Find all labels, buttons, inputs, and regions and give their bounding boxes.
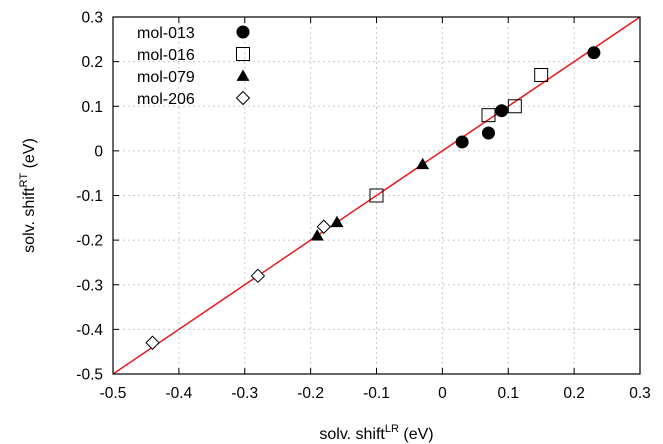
reference-line-group (112, 16, 641, 375)
y-tick-label: 0.2 (81, 54, 103, 71)
legend-label: mol-079 (137, 69, 195, 86)
y-tick-label: -0.4 (76, 322, 103, 339)
data-point (250, 268, 266, 284)
y-tick-label: -0.2 (76, 233, 103, 250)
data-points (145, 46, 601, 350)
data-point (330, 215, 344, 228)
axis-ticks: -0.5 -0.4 -0.3 -0.2 -0.1 0 0.1 0.2 0.3 -0.5 -0.4 -0… (76, 10, 651, 403)
y-tick-label: 0.1 (81, 99, 103, 116)
data-point (495, 104, 509, 118)
data-point (481, 126, 495, 140)
series-mol-079 (310, 157, 430, 241)
y-tick-label: -0.3 (76, 277, 103, 294)
data-point (145, 335, 160, 350)
legend-marker (236, 69, 250, 81)
y-tick-label: -0.5 (76, 367, 103, 384)
legend-label: mol-206 (137, 91, 195, 108)
x-tick-label: -0.3 (231, 385, 258, 402)
x-tick-label: -0.5 (100, 385, 127, 402)
y-axis-title: solv. shiftRT (eV) (18, 138, 38, 253)
y-tick-label: 0.3 (81, 10, 103, 27)
data-point (534, 68, 549, 83)
x-tick-label: 0.3 (629, 385, 651, 402)
x-tick-label: 0.2 (563, 385, 585, 402)
series-mol-013 (455, 46, 601, 149)
legend-marker (236, 47, 250, 61)
legend-marker (236, 25, 250, 39)
series-mol-016 (369, 68, 549, 203)
y-tick-label: 0 (94, 143, 103, 160)
x-tick-label: 0 (438, 385, 447, 402)
legend-label: mol-016 (137, 47, 195, 64)
data-point (316, 219, 332, 234)
x-tick-label: -0.1 (363, 385, 390, 402)
series-mol-206 (145, 219, 332, 350)
data-point (481, 108, 496, 123)
reference-line (112, 16, 641, 375)
legend-label: mol-013 (137, 25, 195, 42)
legend: mol-013 mol-016 mol-079 mol-206 (137, 25, 251, 108)
data-point (369, 188, 384, 203)
data-point (587, 46, 601, 60)
x-tick-label: -0.2 (297, 385, 324, 402)
legend-marker (235, 90, 251, 106)
x-axis-title: solv. shiftLR (eV) (319, 423, 433, 443)
data-point (416, 157, 430, 170)
data-point (310, 229, 324, 241)
x-tick-label: -0.4 (166, 385, 193, 402)
data-point (507, 99, 522, 114)
y-tick-label: -0.1 (76, 188, 103, 205)
x-tick-label: 0.1 (497, 385, 519, 402)
data-point (455, 135, 469, 149)
